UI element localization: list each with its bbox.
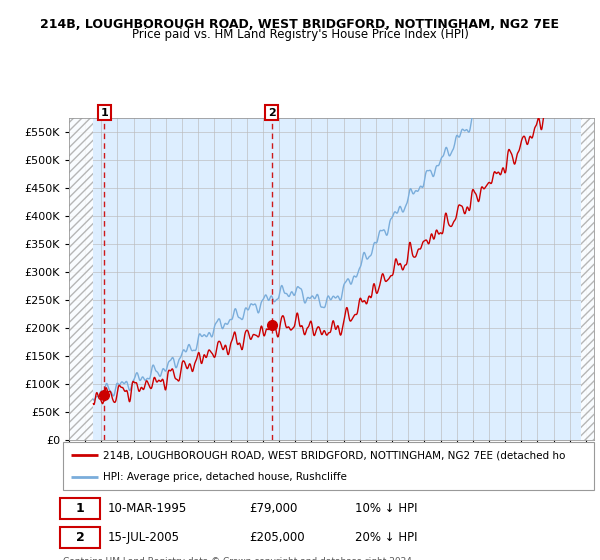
FancyBboxPatch shape	[61, 498, 100, 519]
Text: 10% ↓ HPI: 10% ↓ HPI	[355, 502, 418, 515]
Text: 1: 1	[101, 108, 108, 118]
Text: 2: 2	[268, 108, 275, 118]
Text: 10-MAR-1995: 10-MAR-1995	[108, 502, 187, 515]
Text: £205,000: £205,000	[249, 531, 304, 544]
Text: £79,000: £79,000	[249, 502, 297, 515]
FancyBboxPatch shape	[61, 526, 100, 548]
Text: 20% ↓ HPI: 20% ↓ HPI	[355, 531, 418, 544]
Text: 214B, LOUGHBOROUGH ROAD, WEST BRIDGFORD, NOTTINGHAM, NG2 7EE: 214B, LOUGHBOROUGH ROAD, WEST BRIDGFORD,…	[41, 18, 560, 31]
Text: 1: 1	[76, 502, 85, 515]
Bar	[69, 118, 93, 440]
Text: Contains HM Land Registry data © Crown copyright and database right 2024.
This d: Contains HM Land Registry data © Crown c…	[63, 557, 415, 560]
Bar	[581, 118, 594, 440]
Text: 2: 2	[76, 531, 85, 544]
Text: Price paid vs. HM Land Registry's House Price Index (HPI): Price paid vs. HM Land Registry's House …	[131, 28, 469, 41]
FancyBboxPatch shape	[63, 442, 594, 490]
Text: 214B, LOUGHBOROUGH ROAD, WEST BRIDGFORD, NOTTINGHAM, NG2 7EE (detached ho: 214B, LOUGHBOROUGH ROAD, WEST BRIDGFORD,…	[103, 450, 565, 460]
Text: 15-JUL-2005: 15-JUL-2005	[108, 531, 180, 544]
Text: HPI: Average price, detached house, Rushcliffe: HPI: Average price, detached house, Rush…	[103, 472, 347, 482]
